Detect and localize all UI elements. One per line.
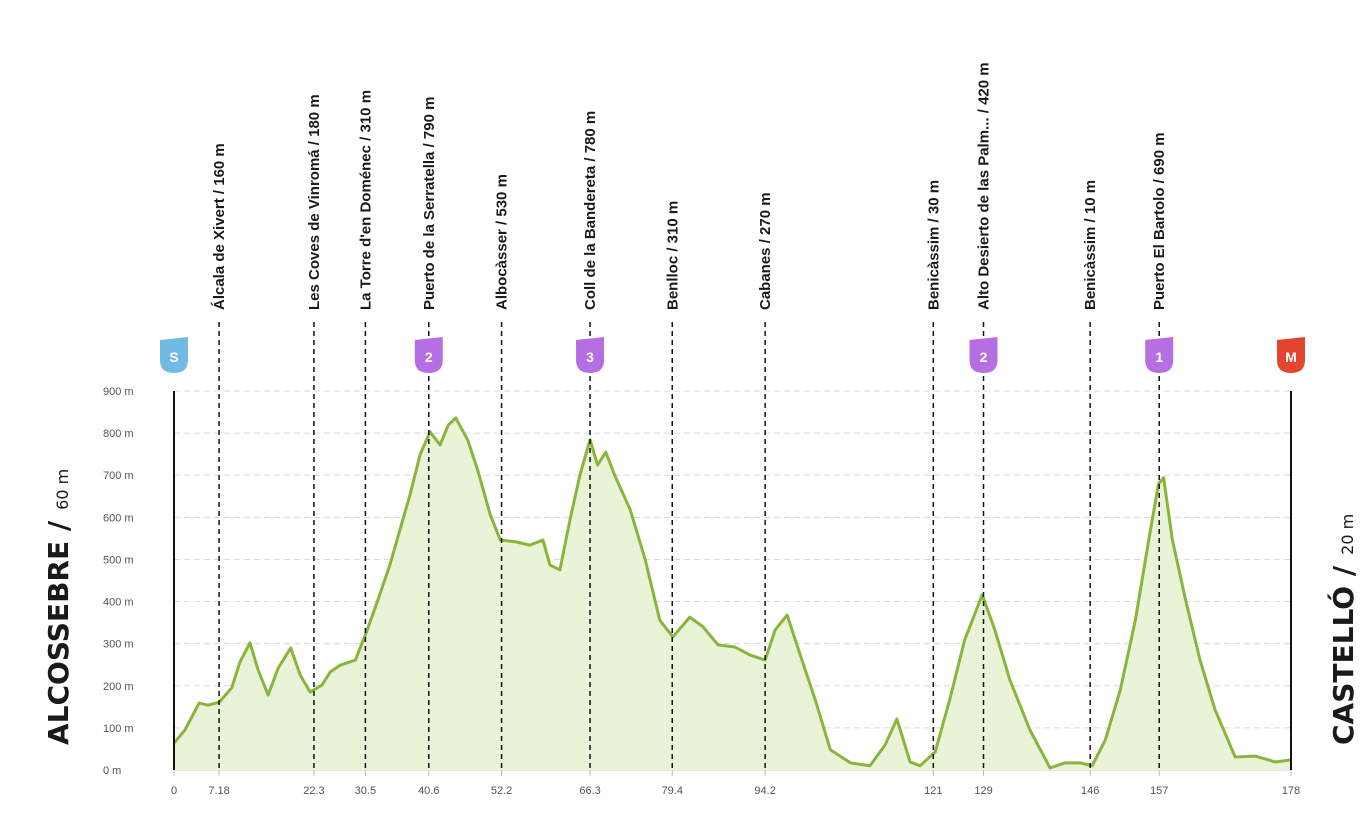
y-tick-label: 800 m (103, 428, 134, 440)
finish-badge: M (1277, 337, 1305, 373)
x-tick-label: 22.3 (303, 785, 324, 797)
y-tick-label: 700 m (103, 470, 134, 482)
finish-badge-shape (1277, 337, 1305, 373)
start-badge-shape (160, 337, 188, 373)
waypoint-label: Benicàssim / 10 m (1082, 180, 1099, 310)
climb-badge: 2 (969, 337, 998, 373)
y-tick-label: 400 m (103, 597, 134, 609)
start-altitude: 60 m (53, 469, 72, 510)
climb-badge-shape (1145, 337, 1174, 373)
x-tick-label: 146 (1081, 785, 1099, 797)
x-tick-label: 52.2 (491, 785, 512, 797)
waypoint-label: Coll de la Bandereta / 780 m (582, 111, 599, 310)
climb-badge: 3 (576, 337, 605, 373)
x-tick-label: 0 (171, 785, 177, 797)
waypoint-label: Benicàssim / 30 m (925, 180, 942, 310)
waypoint-label: Les Coves de Vinromá / 180 m (306, 94, 323, 310)
x-tick-label: 7.18 (208, 785, 229, 797)
y-tick-label: 100 m (103, 723, 134, 735)
x-tick-label: 157 (1150, 785, 1168, 797)
waypoint-label: Albocàsser / 530 m (494, 174, 511, 310)
climb-badge-text: 2 (425, 349, 433, 365)
y-tick-label: 0 m (103, 765, 121, 777)
climb-badge: 2 (414, 337, 443, 373)
y-tick-label: 200 m (103, 681, 134, 693)
profile-line (172, 416, 1292, 770)
climb-badge-text: 3 (586, 349, 594, 365)
waypoint-label: Puerto El Bartolo / 690 m (1151, 132, 1168, 310)
finish-badge-text: M (1285, 349, 1297, 365)
x-tick-label: 129 (974, 785, 992, 797)
y-tick-label: 600 m (103, 512, 134, 524)
x-tick-label: 178 (1282, 785, 1300, 797)
finish-label: CASTELLÓ / 20 m (1326, 514, 1360, 745)
finish-name: CASTELLÓ / (1326, 565, 1360, 745)
climb-badge-text: 2 (980, 349, 988, 365)
waypoint-label: Puerto de la Serratella / 790 m (421, 97, 438, 310)
climb-badge: 1 (1145, 337, 1174, 373)
waypoint-label: Álcala de Xivert / 160 m (211, 143, 228, 310)
start-badge: S (160, 337, 188, 373)
climb-badge-shape (969, 337, 998, 373)
x-tick-label: 121 (924, 785, 942, 797)
x-tick-label: 40.6 (418, 785, 439, 797)
climb-badge-shape (576, 337, 605, 373)
start-name: ALCOSSEBRE / (42, 520, 75, 745)
y-tick-label: 900 m (103, 386, 134, 398)
profile-area (174, 417, 1291, 770)
x-tick-label: 79.4 (662, 785, 683, 797)
waypoint-label: Cabanes / 270 m (757, 192, 774, 310)
waypoint-label: Alto Desierto de las Palm... / 420 m (976, 62, 993, 310)
climb-badge-text: 1 (1155, 349, 1163, 365)
x-tick-label: 94.2 (754, 785, 775, 797)
finish-altitude: 20 m (1338, 514, 1357, 555)
start-badge-text: S (169, 349, 178, 365)
climb-badge-shape (414, 337, 443, 373)
y-tick-label: 500 m (103, 554, 134, 566)
x-tick-label: 66.3 (579, 785, 600, 797)
start-label: ALCOSSEBRE / 60 m (42, 469, 75, 745)
y-tick-label: 300 m (103, 639, 134, 651)
waypoint-label: Benlloc / 310 m (664, 201, 681, 310)
x-tick-label: 30.5 (355, 785, 376, 797)
waypoint-label: La Torre d'en Doménec / 310 m (357, 90, 374, 310)
